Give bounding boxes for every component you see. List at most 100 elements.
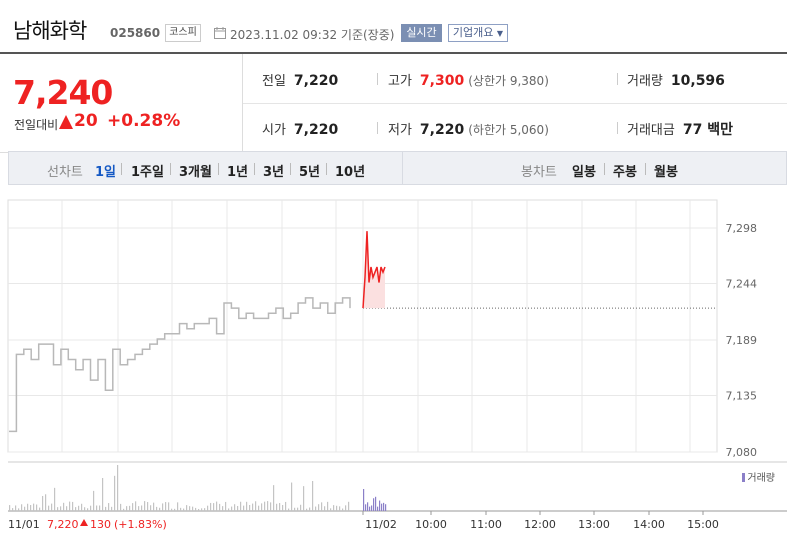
volume-bar-today: [373, 498, 375, 511]
volume-legend: 거래량: [747, 472, 775, 484]
volume-bar: [84, 507, 86, 511]
volume-bar: [96, 505, 98, 511]
tab-divider: [170, 163, 171, 175]
calendar-icon: [214, 27, 226, 39]
corp-overview-dropdown[interactable]: 기업개요 ▼: [448, 24, 508, 42]
volume-bar: [225, 501, 227, 511]
volume-bar: [273, 485, 275, 511]
volume-bar: [201, 508, 203, 511]
series-area-11-02: [363, 231, 385, 309]
volume-bar: [207, 505, 209, 511]
prev-close-value: 7,220: [293, 73, 339, 89]
volume-bar: [348, 501, 350, 511]
series-line-11-01: [9, 297, 351, 433]
volume-bar: [228, 508, 230, 511]
amount-label: 거래대금: [627, 123, 675, 138]
tab-monthly[interactable]: 월봉: [654, 165, 678, 180]
tab-1y[interactable]: 1년: [227, 165, 249, 180]
volume-bar: [60, 506, 62, 511]
tab-divider: [121, 163, 122, 175]
y-tick-label: 7,244: [726, 277, 758, 290]
tab-3y[interactable]: 3년: [263, 165, 285, 180]
volume-bar: [117, 465, 119, 511]
timestamp: 2023.11.02 09:32 기준(장중): [230, 28, 395, 42]
volume-bar: [312, 481, 314, 511]
open-value: 7,220: [293, 122, 339, 138]
volume-bar: [219, 503, 221, 511]
volume-bar: [21, 504, 23, 511]
volume-bar: [318, 504, 320, 511]
price-panel: 7,240 전일대비 20 +0.28% 전일 7,220 고가 7,300 (상한가…: [0, 54, 787, 153]
price-chart: 7,298 7,244 7,189 7,135 7,080 거래량 11/02 10:00 11…: [0, 190, 787, 540]
stock-code: 025860: [110, 26, 161, 40]
market-badge: 코스피: [165, 24, 201, 42]
volume-bar: [123, 508, 125, 511]
volume-bar: [237, 505, 239, 511]
divider: [377, 122, 378, 134]
volume-bar-today: [381, 503, 383, 511]
volume-bar: [276, 503, 278, 511]
tab-10y[interactable]: 10년: [335, 165, 366, 180]
volume-bar: [30, 505, 32, 511]
volume-bar: [9, 505, 11, 511]
trade-amount: 거래대금 77 백만: [627, 119, 733, 139]
change-value: 20: [74, 111, 98, 131]
volume-bar: [78, 505, 80, 511]
volume-bar: [303, 486, 305, 511]
lower-limit: (하한가 5,060): [468, 123, 549, 137]
volume-bar: [306, 508, 308, 511]
price-chart-svg: 7,298 7,244 7,189 7,135 7,080 거래량 11/02 10:00 11…: [7, 199, 787, 531]
y-tick-label: 7,080: [726, 446, 758, 459]
tab-5y[interactable]: 5년: [299, 165, 321, 180]
volume-bar-today: [377, 506, 379, 511]
volume-bar: [132, 503, 134, 511]
volume-bar-today: [375, 496, 377, 511]
volume-bar: [243, 505, 245, 511]
volume-bar: [174, 508, 176, 511]
volume-bar: [258, 505, 260, 511]
volume-bar-today: [385, 504, 387, 511]
volume-bar: [315, 506, 317, 511]
volume-bar: [75, 507, 77, 511]
volume-bar: [336, 505, 338, 511]
volume-bar: [126, 506, 128, 511]
realtime-button[interactable]: 실시간: [401, 24, 442, 42]
volume-bar: [252, 503, 254, 511]
volume-bar: [156, 506, 158, 511]
x-tick-label: 14:00: [633, 518, 665, 531]
volume-bar: [297, 507, 299, 511]
volume-bar: [168, 502, 170, 511]
tab-weekly[interactable]: 주봉: [613, 165, 637, 180]
volume-bar: [93, 490, 95, 511]
volume-bar: [261, 503, 263, 511]
header-divider: [0, 52, 787, 54]
tab-1w[interactable]: 1주일: [131, 165, 164, 180]
volume-bar: [198, 508, 200, 511]
prev-day-change: 130: [90, 518, 111, 531]
volume-bar: [177, 502, 179, 511]
volume-bar: [138, 506, 140, 511]
open-label: 시가: [262, 123, 286, 138]
volume-value: 10,596: [670, 73, 725, 89]
volume-bar: [294, 507, 296, 511]
volume-bar: [231, 506, 233, 511]
volume-legend-swatch: [742, 473, 745, 482]
volume-bar: [186, 505, 188, 511]
up-triangle-icon: [59, 115, 73, 129]
tab-1d[interactable]: 1일: [95, 165, 117, 180]
tab-3m[interactable]: 3개월: [179, 165, 212, 180]
volume-bar: [246, 501, 248, 511]
volume-bar: [234, 504, 236, 511]
volume-bar: [150, 505, 152, 511]
tab-daily[interactable]: 일봉: [572, 165, 596, 180]
current-price-box: 7,240 전일대비 20 +0.28%: [0, 54, 243, 153]
volume-bar: [147, 502, 149, 511]
y-tick-label: 7,135: [726, 389, 758, 402]
prev-day-label: 11/01: [8, 518, 40, 531]
volume-bar: [171, 508, 173, 511]
change-label: 전일대비: [14, 118, 59, 132]
volume-bar-today: [379, 500, 381, 511]
volume-bar: [279, 502, 281, 511]
volume-bar: [99, 505, 101, 511]
volume-bar: [72, 501, 74, 511]
